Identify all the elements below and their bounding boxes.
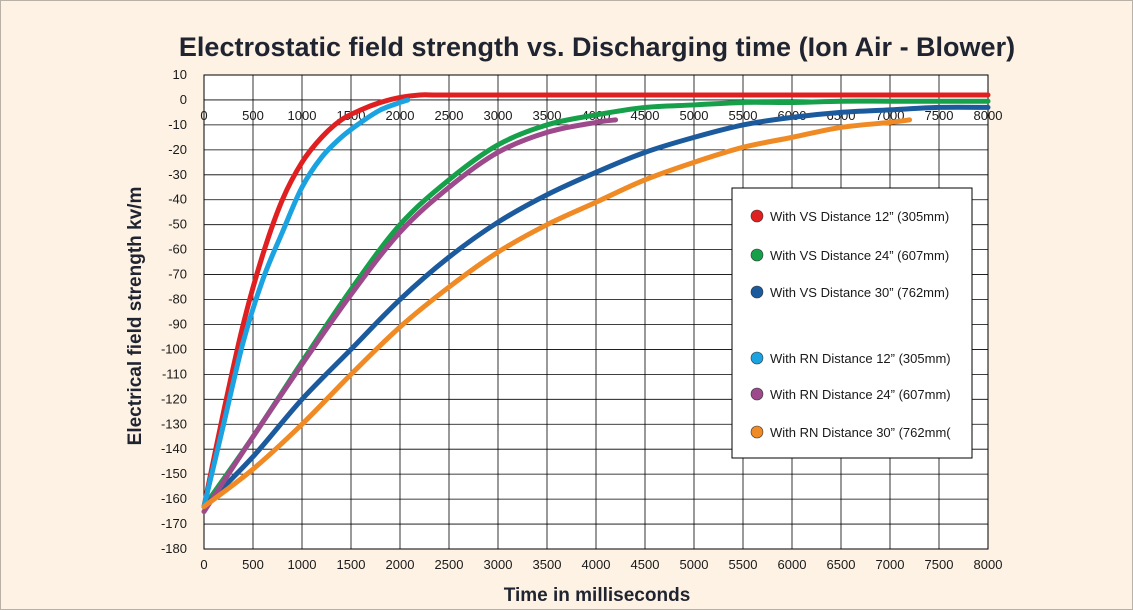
x-tick-label: 2500 (435, 557, 464, 572)
legend-marker (750, 425, 764, 439)
legend-marker (750, 285, 764, 299)
series-line-6 (201, 117, 913, 510)
legend-box (731, 187, 973, 459)
y-tick-label: -170 (161, 516, 187, 531)
series-line-3 (201, 104, 991, 510)
legend-marker (750, 248, 764, 262)
y-tick-label: -40 (168, 192, 187, 207)
y-tick-label: -10 (168, 117, 187, 132)
series-line-4 (201, 97, 411, 510)
x-tick-label: 1500 (337, 557, 366, 572)
y-tick-label: -90 (168, 316, 187, 331)
y-tick-label: -60 (168, 242, 187, 257)
x-tick-label-top: 0 (200, 108, 207, 123)
legend-marker (750, 209, 764, 223)
x-tick-label: 8000 (974, 557, 1003, 572)
y-tick-label: -100 (161, 341, 187, 356)
y-axis-title: Electrical field strength kv/m (125, 187, 146, 446)
y-tick-label: -150 (161, 466, 187, 481)
y-tick-label: -130 (161, 416, 187, 431)
y-tick-label: 10 (173, 67, 187, 82)
legend-label: With VS Distance 12” (305mm) (770, 209, 949, 224)
y-tick-label: -120 (161, 391, 187, 406)
y-tick-label: -70 (168, 267, 187, 282)
y-tick-label: -30 (168, 167, 187, 182)
legend: With VS Distance 12” (305mm) With VS Dist… (731, 187, 973, 459)
x-axis-title: Time in milliseconds (504, 585, 691, 606)
y-tick-label: -80 (168, 292, 187, 307)
x-tick-label: 2000 (386, 557, 415, 572)
x-tick-label-top: 7500 (925, 108, 954, 123)
x-tick-label: 0 (200, 557, 207, 572)
legend-marker (750, 351, 764, 365)
y-tick-label: 0 (180, 92, 187, 107)
legend-item: With VS Distance 24” (607mm) (750, 248, 949, 263)
x-tick-label: 4000 (582, 557, 611, 572)
y-tick-label: -20 (168, 142, 187, 157)
x-tick-label-top: 1000 (288, 108, 317, 123)
x-tick-label-top: 5000 (680, 108, 709, 123)
x-tick-label-top: 3000 (484, 108, 513, 123)
x-tick-label-top: 3500 (533, 108, 562, 123)
x-tick-label-top: 2500 (435, 108, 464, 123)
x-tick-label: 6500 (827, 557, 856, 572)
legend-label: With VS Distance 24” (607mm) (770, 248, 949, 263)
x-tick-label-top: 4500 (631, 108, 660, 123)
y-tick-label: -160 (161, 491, 187, 506)
series-line-5 (201, 117, 619, 515)
x-tick-label: 7000 (876, 557, 905, 572)
x-tick-label: 3000 (484, 557, 513, 572)
series-line-1 (201, 92, 991, 510)
legend-label: With RN Distance 12” (305mm) (770, 351, 951, 366)
legend-item: With RN Distance 12” (305mm) (750, 351, 951, 366)
legend-marker (750, 387, 764, 401)
x-tick-label: 4500 (631, 557, 660, 572)
y-tick-label: -140 (161, 441, 187, 456)
x-tick-label: 3500 (533, 557, 562, 572)
legend-item: With VS Distance 30” (762mm) (750, 285, 949, 300)
y-tick-label: -110 (162, 366, 187, 381)
y-tick-label: -180 (161, 541, 187, 556)
x-tick-label-top: 8000 (974, 108, 1003, 123)
y-tick-label: -50 (168, 217, 187, 232)
legend-item: With RN Distance 24” (607mm) (750, 387, 951, 402)
legend-label: With RN Distance 30” (762mm( (770, 425, 951, 440)
x-tick-label-top: 5500 (729, 108, 758, 123)
x-tick-label: 1000 (288, 557, 317, 572)
chart-title: Electrostatic field strength vs. Dischar… (179, 32, 1015, 62)
legend-item: With RN Distance 30” (762mm( (750, 425, 951, 440)
x-tick-label: 7500 (925, 557, 954, 572)
x-tick-label-top: 2000 (386, 108, 415, 123)
x-tick-label-top: 500 (242, 108, 264, 123)
x-tick-label: 5000 (680, 557, 709, 572)
legend-label: With VS Distance 30” (762mm) (770, 285, 949, 300)
x-tick-label: 5500 (729, 557, 758, 572)
x-tick-label: 500 (242, 557, 264, 572)
legend-item: With VS Distance 12” (305mm) (750, 209, 949, 224)
legend-label: With RN Distance 24” (607mm) (770, 387, 951, 402)
x-tick-label: 6000 (778, 557, 807, 572)
